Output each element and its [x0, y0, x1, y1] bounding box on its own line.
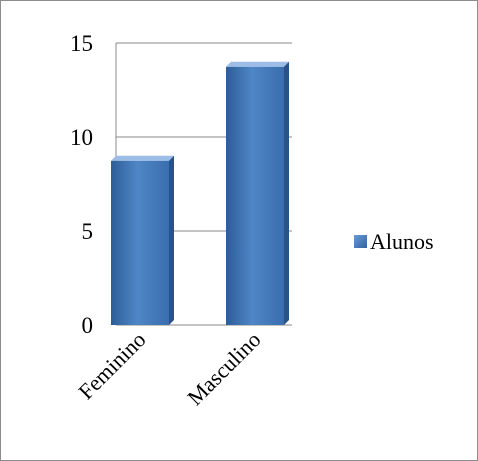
bar-front-face [226, 66, 284, 326]
bar-side-face [284, 61, 289, 326]
y-tick-label: 5 [82, 219, 94, 244]
bar-masculino [226, 61, 289, 326]
legend-label: Alunos [370, 229, 434, 254]
y-tick-label: 10 [70, 125, 93, 150]
bar-front-face [111, 160, 169, 325]
bars [111, 61, 289, 326]
x-tick-label: Feminino [73, 327, 150, 404]
legend: Alunos [354, 229, 434, 254]
x-tick-label: Masculino [182, 327, 265, 410]
y-tick-label: 15 [70, 31, 93, 56]
y-tick-label: 0 [82, 313, 94, 338]
x-tick-labels: Feminino Masculino [73, 327, 265, 410]
bar-feminino [111, 155, 174, 325]
legend-swatch [354, 235, 367, 248]
bar-top-face [111, 155, 174, 161]
bar-top-face [226, 61, 289, 67]
y-tick-labels: 0 5 10 15 [70, 31, 93, 338]
bar-side-face [169, 155, 174, 325]
